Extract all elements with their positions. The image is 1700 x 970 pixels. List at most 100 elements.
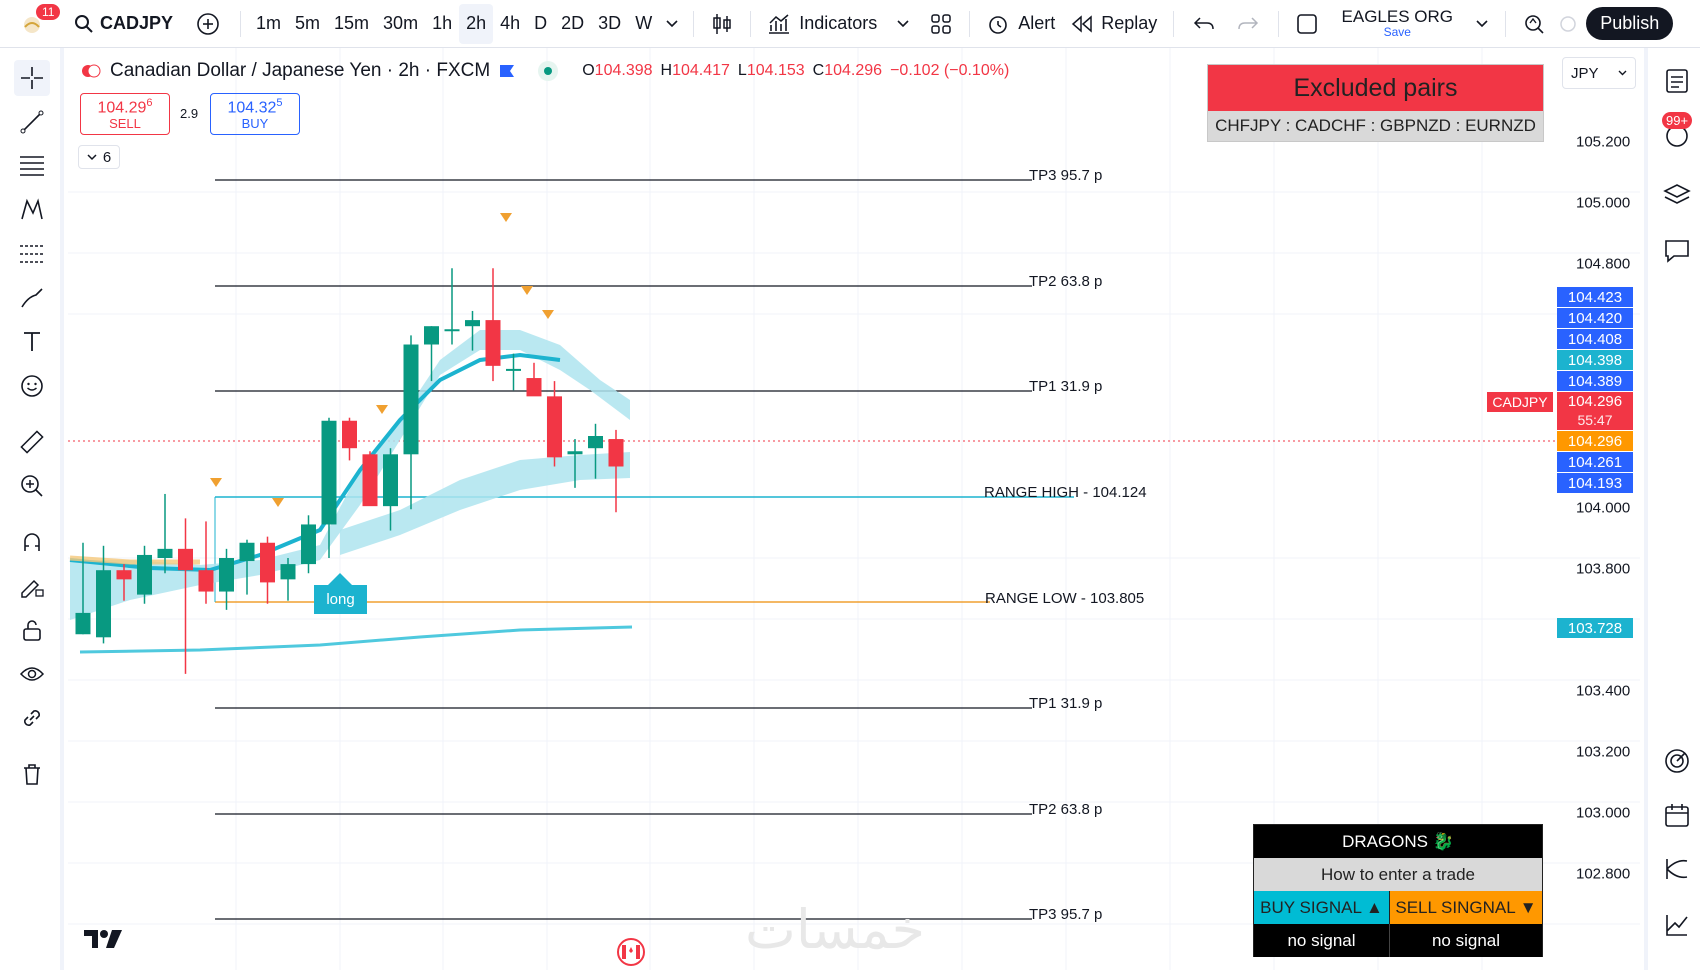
indicators-button[interactable]: Indicators <box>759 0 885 48</box>
candle-body <box>588 436 603 449</box>
top-toolbar: 11 CADJPY 1m 5m 15m 30m 1h 2h 4h D 2D 3D W Indicat… <box>0 0 1700 48</box>
smiley-icon <box>21 375 43 397</box>
candle-body <box>362 454 378 507</box>
indicators-toggle[interactable]: 6 <box>78 145 120 169</box>
timeframe-dropdown[interactable] <box>659 0 685 48</box>
user-menu-button[interactable]: 11 <box>0 0 64 48</box>
close-label: C <box>812 62 825 79</box>
buy-button[interactable]: 104.325 BUY <box>210 93 300 135</box>
link-tool[interactable] <box>14 700 50 736</box>
price-tag: 104.423 <box>1557 287 1633 307</box>
undo-button[interactable] <box>1182 0 1226 48</box>
timeframe-15m[interactable]: 15m <box>334 13 370 33</box>
price-axis-label: 103.800 <box>1576 560 1631 578</box>
candle-body <box>424 326 439 345</box>
buy-price-pip: 5 <box>276 97 283 109</box>
high-label: H <box>660 62 673 79</box>
lock-all-tool[interactable] <box>14 612 50 648</box>
brush-tool[interactable] <box>14 280 50 316</box>
avatar-icon <box>24 16 40 33</box>
signals-button[interactable] <box>1660 852 1694 886</box>
divider <box>1173 10 1175 37</box>
indicators-dropdown[interactable] <box>885 0 921 48</box>
redo-button[interactable] <box>1226 0 1270 48</box>
layout-save-label: Save <box>1383 25 1411 40</box>
currency-dropdown[interactable]: JPY <box>1562 57 1636 89</box>
hide-tool[interactable] <box>14 656 50 692</box>
publish-button[interactable]: Publish <box>1586 7 1674 40</box>
strategy-button[interactable] <box>1660 908 1694 942</box>
watchlist-button[interactable] <box>1660 64 1694 98</box>
alert-button[interactable]: Alert <box>978 0 1063 48</box>
plus-circle-icon <box>197 12 219 35</box>
ideas-button[interactable] <box>1660 744 1694 778</box>
pattern-tool[interactable] <box>14 192 50 228</box>
price-tag: 104.408 <box>1557 329 1633 349</box>
crosshair-tool[interactable] <box>14 60 50 96</box>
divider <box>693 10 695 37</box>
timeframe-30m[interactable]: 30m <box>383 13 419 33</box>
high-value: 104.417 <box>672 62 730 79</box>
economic-event-marker[interactable] <box>617 938 645 966</box>
timeframe-1m[interactable]: 1m <box>256 13 282 33</box>
symbol-search-button[interactable]: CADJPY <box>64 0 184 48</box>
replay-label: Replay <box>1101 13 1158 33</box>
sell-button[interactable]: 104.296 SELL <box>80 93 170 135</box>
price-axis-label: 102.800 <box>1576 865 1631 883</box>
brush-icon <box>21 288 43 308</box>
tp3-bottom-label: TP3 95.7 p <box>1029 906 1103 923</box>
text-tool[interactable] <box>14 324 50 360</box>
timeframe-2h[interactable]: 2h <box>459 3 494 44</box>
timeframe-5m[interactable]: 5m <box>295 13 321 33</box>
remove-tool[interactable] <box>14 756 50 792</box>
zoom-in-icon <box>21 475 43 497</box>
target-icon <box>1665 749 1689 773</box>
timeframe-3d[interactable]: 3D <box>598 13 622 33</box>
settings-button[interactable] <box>1554 0 1582 48</box>
indicators-icon <box>769 13 790 34</box>
timeframe-4h[interactable]: 4h <box>500 13 521 33</box>
templates-button[interactable] <box>921 0 961 48</box>
timeframe-1h[interactable]: 1h <box>432 13 453 33</box>
ruler-tool[interactable] <box>14 424 50 460</box>
layout-dropdown[interactable] <box>1467 0 1497 48</box>
fib-tool[interactable] <box>14 148 50 184</box>
sell-marker <box>210 478 222 487</box>
redo-icon <box>1238 16 1259 29</box>
trend-line-tool[interactable] <box>14 104 50 140</box>
divider <box>750 10 752 37</box>
tradingview-logo[interactable] <box>84 928 124 955</box>
replay-button[interactable]: Replay <box>1063 0 1165 48</box>
tp2-bottom-label: TP2 63.8 p <box>1029 801 1103 818</box>
chart-type-button[interactable] <box>702 0 742 48</box>
quick-search-button[interactable] <box>1514 0 1554 48</box>
layout-name-button[interactable]: EAGLES ORG Save <box>1327 0 1467 48</box>
timeframe-selector: 1m 5m 15m 30m 1h 2h 4h D 2D 3D W <box>249 0 659 48</box>
price-axis-label: 103.200 <box>1576 743 1631 761</box>
lock-drawing-tool[interactable] <box>14 568 50 604</box>
drawing-toolbar <box>0 48 64 970</box>
timeframe-2d[interactable]: 2D <box>561 13 585 33</box>
search-icon <box>75 14 93 33</box>
link-icon <box>24 710 40 726</box>
candle-body <box>280 564 296 580</box>
eye-icon <box>19 667 45 681</box>
chats-button[interactable] <box>1660 234 1694 268</box>
sell-marker <box>500 213 512 222</box>
layout-button[interactable] <box>1287 0 1327 48</box>
calendar-button[interactable] <box>1660 798 1694 832</box>
camera-icon <box>1560 15 1577 32</box>
symbol-title[interactable]: Canadian Dollar / Japanese Yen · 2h · FX… <box>110 60 491 81</box>
forecast-tool[interactable] <box>14 236 50 272</box>
divider <box>1278 10 1280 37</box>
magnet-tool[interactable] <box>14 524 50 560</box>
timeframe-d[interactable]: D <box>534 13 548 33</box>
timeframe-w[interactable]: W <box>635 13 653 33</box>
alerts-button[interactable]: 99+ <box>1660 112 1694 152</box>
forecast-icon <box>20 245 44 263</box>
object-tree-button[interactable] <box>1660 178 1694 212</box>
close-value: 104.296 <box>824 62 883 79</box>
zoom-tool[interactable] <box>14 468 50 504</box>
compare-symbol-button[interactable] <box>184 0 232 48</box>
emoji-tool[interactable] <box>14 368 50 404</box>
